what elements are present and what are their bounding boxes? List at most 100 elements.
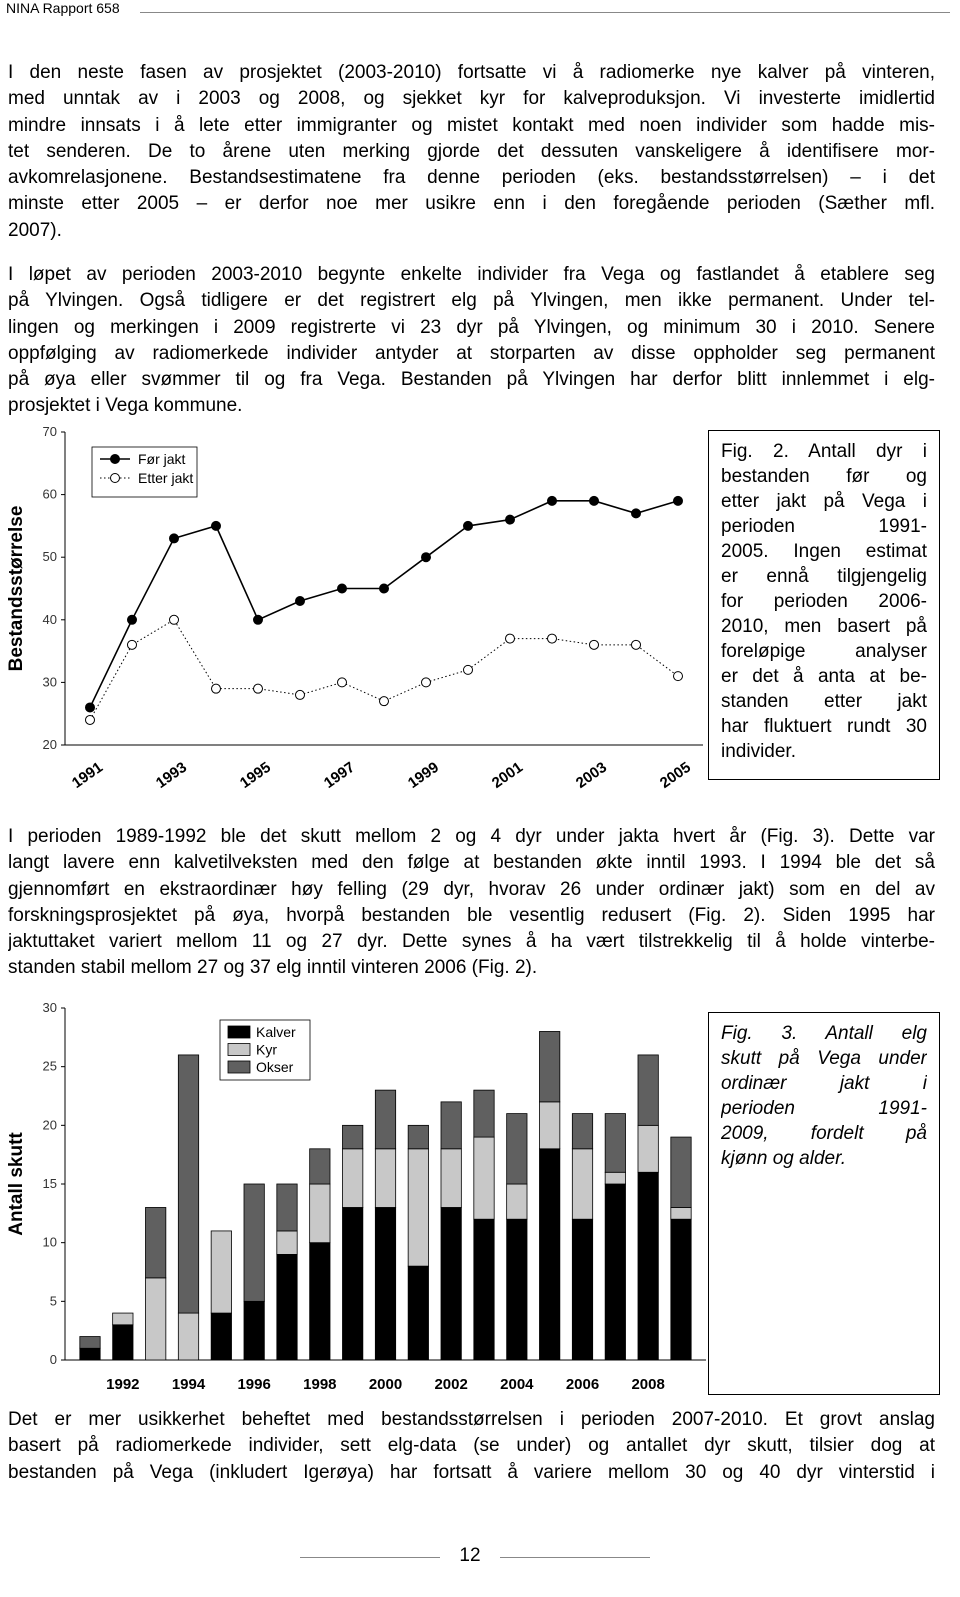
data-point [379, 583, 389, 594]
data-point [211, 683, 221, 694]
data-point [505, 633, 515, 644]
paragraph: Det er mer usikkerhet beheftet med besta… [8, 1407, 935, 1486]
bar-segment [604, 1171, 626, 1185]
x-tick-label: 1993 [153, 759, 190, 792]
text-line: forskningsprosjektet på øya, hvorpå best… [8, 904, 935, 926]
bar-segment [177, 1312, 200, 1361]
bar-segment [539, 1101, 561, 1150]
bar-segment [440, 1148, 462, 1208]
bar-segment [604, 1183, 626, 1361]
bar-segment [342, 1207, 364, 1361]
text-line: er ennå tilgjengelig [721, 566, 927, 587]
bar-segment [571, 1148, 594, 1220]
x-tick-label: 1999 [405, 759, 442, 792]
text-line: standen etter jakt [721, 691, 927, 712]
page-number: 12 [459, 1545, 481, 1566]
text-line: bestanden på Vega (inkludert Igerøya) ha… [8, 1461, 935, 1483]
text-line: mindre innsats i å lete etter immigrante… [8, 114, 935, 136]
x-tick-label: 2003 [573, 759, 610, 792]
legend-label: Etter jakt [138, 470, 193, 486]
bar-segment [440, 1101, 462, 1150]
text-line: 2007). [8, 219, 62, 241]
x-tick-label: 1996 [237, 1376, 270, 1393]
data-point [673, 495, 683, 506]
data-point [421, 677, 431, 688]
header-rule [140, 12, 950, 13]
bar-segment [670, 1207, 692, 1220]
bar-segment [342, 1148, 364, 1208]
data-point [463, 520, 473, 531]
data-point [127, 614, 137, 625]
bar-segment [276, 1183, 298, 1232]
legend-label: Kalver [256, 1024, 296, 1040]
text-line: gjennomført en ekstraordinær høy felling… [8, 878, 935, 900]
legend-swatch [227, 1043, 251, 1056]
bar-segment [539, 1031, 561, 1103]
bar-segment [374, 1148, 397, 1208]
data-point [127, 639, 137, 650]
bar-segment [276, 1254, 298, 1361]
text-line: Det er mer usikkerhet beheftet med besta… [8, 1409, 935, 1430]
bar-segment [309, 1242, 331, 1361]
figure-caption: Fig. 3. Antall elg skutt på Vega under ord… [708, 1012, 940, 1395]
text-line: langt lavere enn kalvetilveksten med den… [8, 852, 935, 874]
text-line: med unntak av i 2003 og 2008, og sjekket… [8, 88, 935, 110]
text-line: tet senderen. De to årene uten merking g… [8, 140, 935, 162]
paragraph: I den neste fasen av prosjektet (2003-20… [8, 60, 935, 244]
bar-segment [407, 1265, 429, 1361]
text-line: perioden 1991- [721, 516, 927, 537]
text-line: 2009, fordelt på [721, 1123, 927, 1144]
bar-segment [374, 1089, 397, 1150]
data-point [673, 671, 683, 682]
text-line: bestanden før og [721, 466, 927, 487]
x-tick-label: 2008 [631, 1376, 664, 1393]
bar-segment [670, 1136, 692, 1208]
bar-segment [177, 1054, 200, 1314]
legend-marker [110, 473, 120, 483]
bar-segment [407, 1124, 429, 1150]
bar-segment [506, 1183, 528, 1220]
data-point [253, 614, 263, 625]
footer-rule [500, 1557, 650, 1558]
text-line: minste etter 2005 – er derfor noe mer us… [8, 193, 935, 215]
bar-segment [670, 1218, 692, 1361]
x-tick-label: 1998 [303, 1376, 336, 1393]
text-line: ordinær jakt i [721, 1073, 927, 1094]
data-point [547, 633, 557, 644]
data-point [295, 596, 305, 607]
bar-segment [145, 1277, 167, 1361]
header-title: NINA Rapport 658 [6, 0, 120, 16]
paragraph: I løpet av perioden 2003-2010 begynte en… [8, 262, 935, 420]
data-point [169, 614, 179, 625]
bar-segment [506, 1113, 528, 1185]
x-tick-label: 2005 [657, 759, 694, 792]
text-line: Fig. 3. Antall elg [721, 1023, 927, 1044]
bar-segment [407, 1148, 429, 1267]
bar-segment [145, 1207, 167, 1279]
bar-segment [79, 1336, 101, 1349]
data-point [169, 533, 179, 544]
y-tick-label: 60 [43, 487, 57, 502]
x-tick-label: 1992 [106, 1376, 139, 1393]
x-tick-label: 2000 [369, 1376, 402, 1393]
text-line: kjønn og alder. [721, 1148, 846, 1169]
data-point [547, 495, 557, 506]
y-axis-label: Antall skutt [6, 1132, 27, 1236]
bar-segment [79, 1347, 101, 1361]
y-tick-label: 30 [43, 1000, 57, 1015]
bar-segment [473, 1089, 495, 1138]
y-tick-label: 50 [43, 549, 57, 564]
data-point [85, 702, 95, 713]
text-line: har fluktuert rundt 30 [721, 716, 927, 737]
data-point [463, 664, 473, 675]
legend-swatch [227, 1025, 251, 1039]
bar-segment [112, 1324, 134, 1361]
y-tick-label: 20 [43, 737, 57, 752]
text-line: I den neste fasen av prosjektet (2003-20… [8, 62, 935, 83]
bar-segment [210, 1312, 232, 1361]
bar-segment [571, 1113, 594, 1150]
y-tick-label: 25 [43, 1059, 57, 1074]
bar-segment [440, 1207, 462, 1361]
bar-segment [374, 1207, 397, 1361]
